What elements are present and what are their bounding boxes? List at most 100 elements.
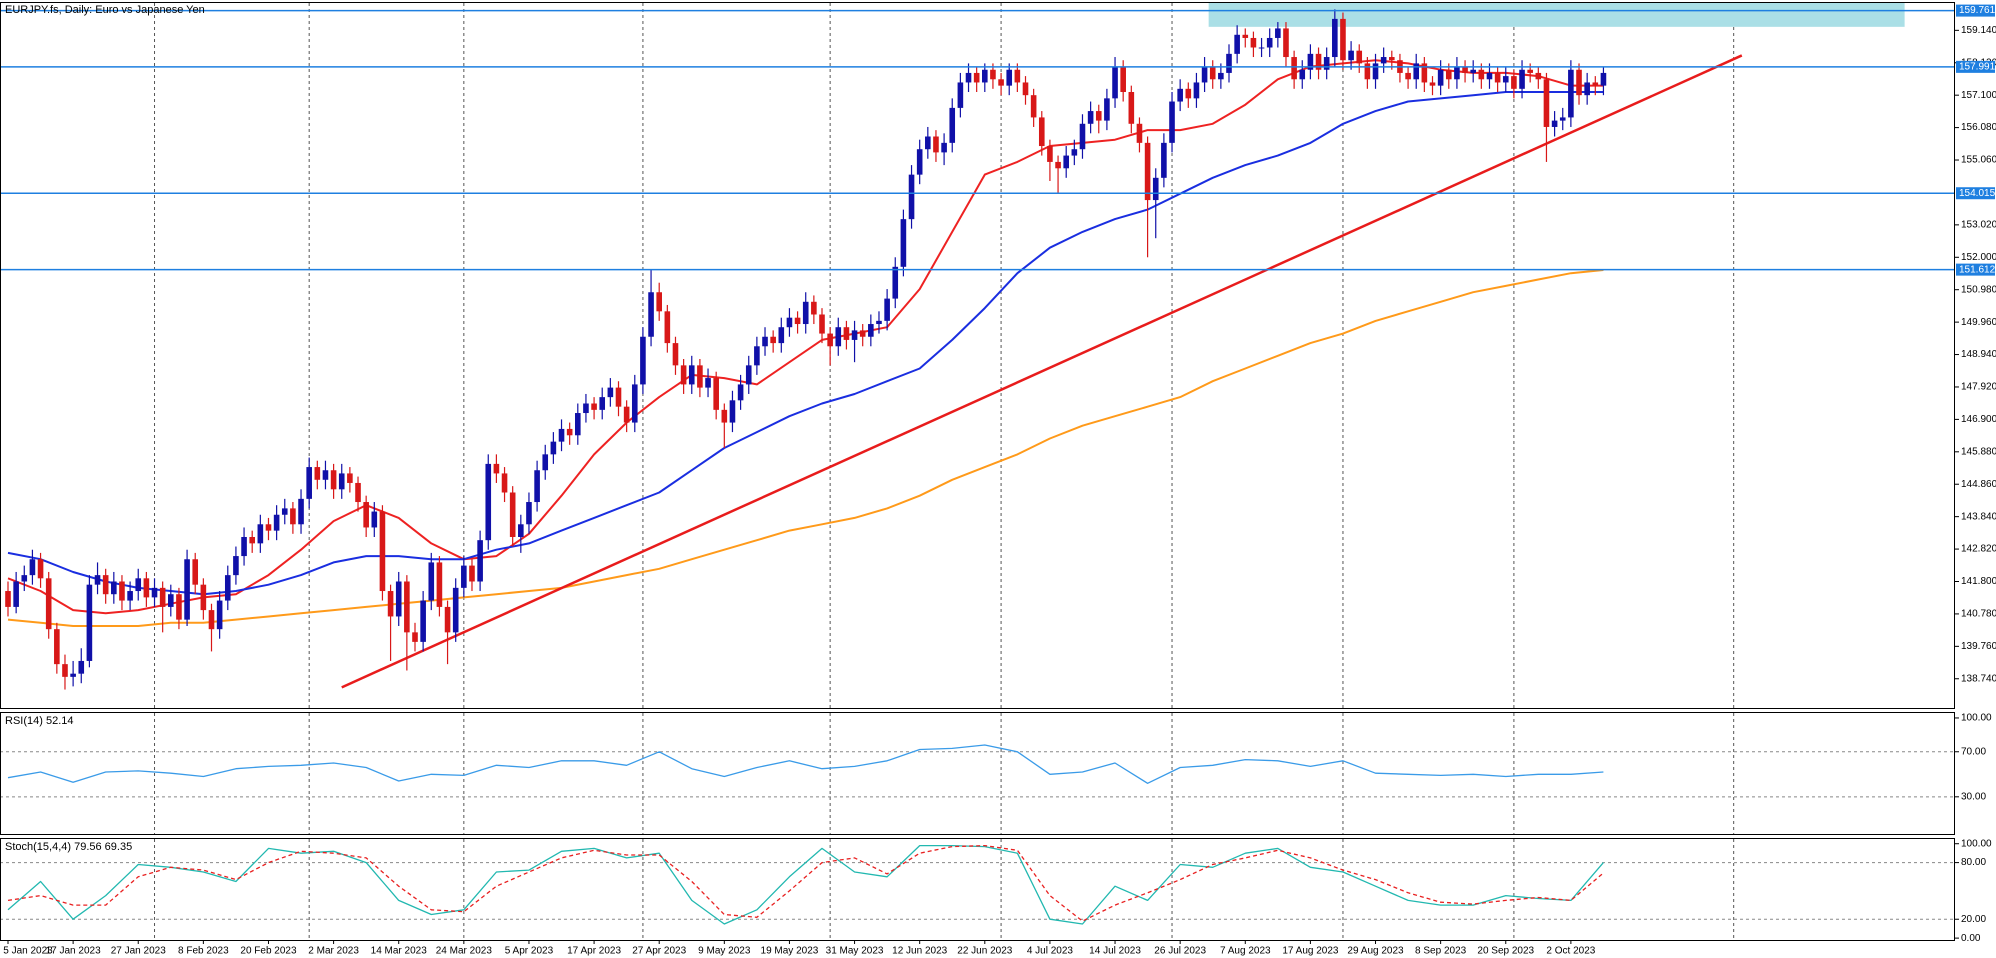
candle-body xyxy=(1266,37,1273,48)
candle-body xyxy=(819,314,825,334)
candle-body xyxy=(1209,66,1216,80)
candle-body xyxy=(1323,57,1330,70)
candle-body xyxy=(1136,123,1143,143)
candle-body xyxy=(1185,88,1192,99)
x-tick-label: 8 Sep 2023 xyxy=(1415,946,1467,957)
candle-body xyxy=(705,378,711,388)
moving-average xyxy=(7,269,1604,627)
x-tick-label: 27 Jan 2023 xyxy=(111,946,166,957)
candle-body xyxy=(1283,28,1289,58)
x-tick-label: 17 Apr 2023 xyxy=(567,946,621,957)
candle-body xyxy=(623,406,630,423)
candle-body xyxy=(1079,123,1086,150)
candle-body xyxy=(1511,76,1517,89)
candle-body xyxy=(1112,66,1118,99)
candle-body xyxy=(518,524,524,537)
candle-body xyxy=(648,292,654,337)
candle-body xyxy=(892,266,899,299)
candle-body xyxy=(835,327,842,347)
candle-body xyxy=(591,403,597,410)
candle-body xyxy=(70,673,76,677)
candle-body xyxy=(1242,34,1249,38)
x-tick-label: 29 Aug 2023 xyxy=(1347,946,1404,957)
candle-body xyxy=(721,409,728,423)
candle-body xyxy=(151,587,158,598)
candle-body xyxy=(607,387,614,398)
candle-body xyxy=(1535,72,1542,80)
candle-body xyxy=(965,72,972,83)
stoch-tick-label: 80.00 xyxy=(1961,857,1986,868)
x-tick-label: 31 May 2023 xyxy=(826,946,884,957)
y-tick-label: 139.760 xyxy=(1961,641,1996,652)
candle-body xyxy=(1299,69,1306,80)
candle-body xyxy=(843,327,850,340)
stoch-tick-label: 0.00 xyxy=(1961,933,1981,944)
candle-body xyxy=(599,397,606,410)
level-label: 159.761 xyxy=(1959,5,1996,16)
y-tick-label: 145.880 xyxy=(1961,446,1996,457)
candle-body xyxy=(1022,82,1029,96)
candle-body xyxy=(526,502,532,525)
candle-body xyxy=(1128,91,1135,124)
candle-body xyxy=(664,311,671,344)
stoch-tick-label: 100.00 xyxy=(1961,838,1992,849)
candle-body xyxy=(1470,69,1476,73)
candle-body xyxy=(257,524,264,544)
candle-body xyxy=(745,365,752,385)
candle-body xyxy=(290,508,296,525)
x-tick-label: 22 Jun 2023 xyxy=(957,946,1012,957)
y-tick-label: 159.140 xyxy=(1961,25,1996,36)
candle-body xyxy=(941,142,947,153)
candle-body xyxy=(469,565,475,582)
candle-body xyxy=(680,365,687,385)
candle-body xyxy=(249,536,255,544)
rsi-tick-label: 100.00 xyxy=(1961,713,1992,724)
y-tick-label: 156.080 xyxy=(1961,122,1996,133)
candle-body xyxy=(1152,177,1159,201)
candle-body xyxy=(811,301,817,315)
candle-body xyxy=(851,330,858,340)
candle-body xyxy=(688,365,695,385)
candle-body xyxy=(452,587,459,633)
candle-body xyxy=(900,219,907,267)
candle-body xyxy=(631,384,638,423)
moving-average xyxy=(7,91,1604,596)
level-label-box xyxy=(1956,187,1995,200)
candle-body xyxy=(509,492,516,537)
candle-body xyxy=(395,581,402,617)
plot-layer: 159.140158.120157.100156.080155.060153.0… xyxy=(0,3,1996,957)
candle-body xyxy=(29,559,36,576)
candle-body xyxy=(233,556,239,576)
candle-body xyxy=(1258,47,1265,49)
candle-body xyxy=(1486,72,1493,80)
rsi-title: RSI(14) 52.14 xyxy=(5,715,73,727)
x-tick-label: 17 Aug 2023 xyxy=(1282,946,1339,957)
candle-body xyxy=(908,174,915,220)
candle-body xyxy=(1340,18,1346,61)
candle-body xyxy=(973,72,980,83)
level-label-box xyxy=(1956,60,1995,73)
level-label-box xyxy=(1956,4,1995,17)
candle-body xyxy=(884,298,890,321)
candle-body xyxy=(1527,69,1533,73)
candle-body xyxy=(461,565,467,588)
candle-body xyxy=(859,330,866,337)
candle-body xyxy=(192,559,199,585)
candle-body xyxy=(86,584,93,661)
x-tick-label: 2 Mar 2023 xyxy=(308,946,359,957)
candle-body xyxy=(477,540,483,582)
candle-body xyxy=(770,336,776,344)
candle-body xyxy=(1120,66,1126,92)
x-tick-label: 12 Jun 2023 xyxy=(892,946,947,957)
candle-body xyxy=(1250,37,1257,48)
candle-body xyxy=(5,591,11,607)
candle-body xyxy=(1364,63,1371,80)
stoch-line xyxy=(7,844,1604,922)
candle-body xyxy=(550,441,557,455)
candle-body xyxy=(94,575,101,585)
candle-body xyxy=(127,591,133,601)
candle-body xyxy=(1502,76,1509,83)
candle-body xyxy=(1177,88,1183,102)
candle-body xyxy=(216,600,223,630)
